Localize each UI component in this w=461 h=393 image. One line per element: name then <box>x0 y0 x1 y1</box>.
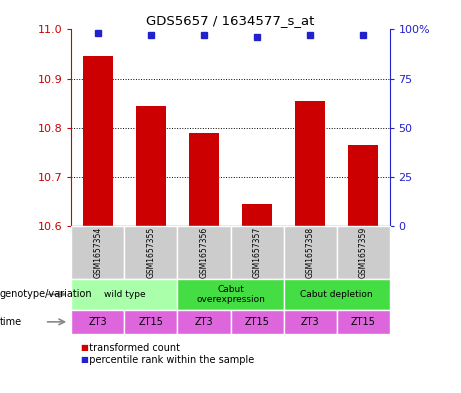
Text: time: time <box>0 317 22 327</box>
Bar <box>349 145 378 226</box>
Bar <box>189 132 219 226</box>
Text: ■: ■ <box>80 355 88 364</box>
Text: wild type: wild type <box>104 290 145 299</box>
Bar <box>136 106 165 226</box>
Text: Cabut
overexpression: Cabut overexpression <box>196 285 265 304</box>
Text: GSM1657356: GSM1657356 <box>200 227 208 278</box>
Bar <box>296 101 325 226</box>
Text: GSM1657359: GSM1657359 <box>359 227 367 278</box>
Bar <box>83 57 112 226</box>
Text: ZT3: ZT3 <box>195 317 213 327</box>
Text: genotype/variation: genotype/variation <box>0 289 93 299</box>
Text: Cabut depletion: Cabut depletion <box>300 290 373 299</box>
Text: GDS5657 / 1634577_s_at: GDS5657 / 1634577_s_at <box>146 14 315 27</box>
Text: ZT3: ZT3 <box>301 317 319 327</box>
Text: percentile rank within the sample: percentile rank within the sample <box>83 354 254 365</box>
Text: ZT15: ZT15 <box>245 317 269 327</box>
Text: GSM1657355: GSM1657355 <box>147 227 155 278</box>
Text: ZT3: ZT3 <box>89 317 107 327</box>
Text: GSM1657354: GSM1657354 <box>94 227 102 278</box>
Text: ZT15: ZT15 <box>351 317 375 327</box>
Text: GSM1657358: GSM1657358 <box>306 227 314 278</box>
Bar <box>242 204 272 226</box>
Text: transformed count: transformed count <box>83 343 180 353</box>
Text: ZT15: ZT15 <box>139 317 163 327</box>
Text: GSM1657357: GSM1657357 <box>253 227 261 278</box>
Text: ■: ■ <box>80 343 88 352</box>
